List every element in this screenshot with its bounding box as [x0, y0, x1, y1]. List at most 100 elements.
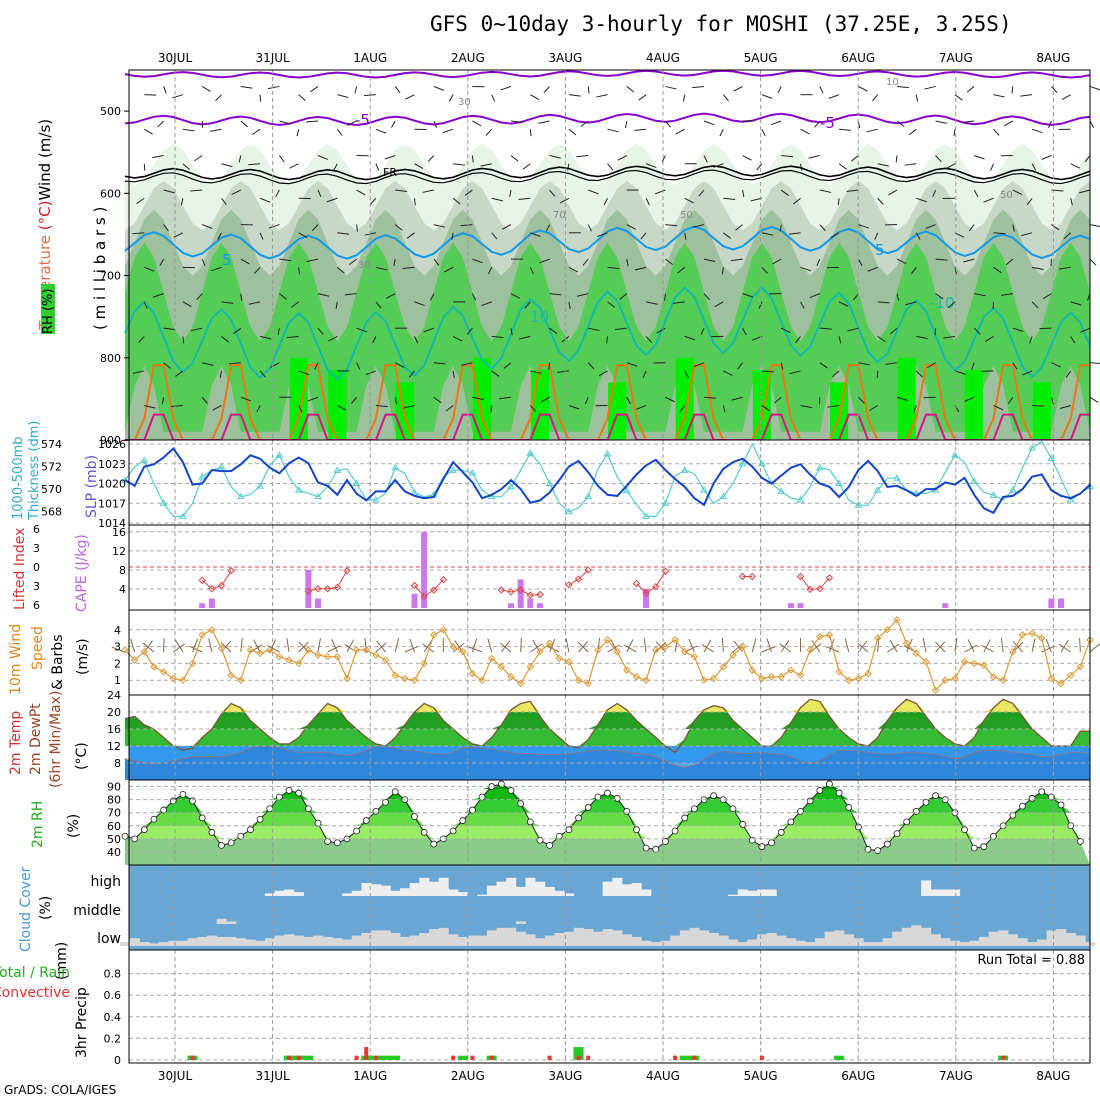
li-axis-label: Lifted Index [12, 528, 28, 610]
wind-barb [491, 370, 500, 377]
wind-barb [1012, 641, 1023, 653]
cloud-bar-low [216, 936, 227, 946]
wind-barb [779, 224, 782, 232]
wind-barb [375, 163, 380, 171]
li-line [414, 579, 444, 598]
cloud-bar-high [274, 890, 285, 896]
rh-marker [893, 830, 901, 838]
wind-barb [209, 128, 222, 132]
wind-axis-label-2: Speed [30, 626, 46, 670]
wind-barb [838, 301, 849, 307]
wind-barb [394, 362, 405, 368]
cloud-bar-low [776, 935, 787, 946]
wind-barb [742, 293, 754, 298]
wind-speed-marker [835, 668, 843, 676]
wind-barb [954, 232, 965, 238]
wind-barb [896, 120, 905, 127]
wind-barb [800, 404, 813, 409]
wind-barb [626, 86, 635, 93]
wind-speed-marker [931, 686, 940, 695]
wind-speed-marker [430, 631, 438, 639]
wind-barb [248, 163, 261, 166]
wind-barb [761, 232, 774, 236]
slp-tick-label: 1020 [98, 478, 126, 491]
wind-barb [684, 335, 696, 341]
wind-barb [675, 128, 685, 135]
slp-axis-label: SLP (mb) [84, 455, 100, 518]
wind-barb [152, 155, 164, 159]
wind-barb [954, 370, 966, 375]
wind-barb [240, 396, 252, 402]
wind-barb [408, 370, 415, 378]
wind-barb [839, 128, 851, 131]
li-tick-label: 6 [33, 599, 40, 612]
precip-conv-bar [673, 1055, 678, 1060]
wind-barb [136, 197, 145, 205]
wind-barb [896, 85, 909, 89]
rh-marker [497, 780, 505, 788]
cloud-bar-low [834, 930, 845, 946]
cloud-bar-low [766, 933, 777, 946]
wind-barb [645, 198, 650, 206]
wind-barb [766, 638, 773, 653]
rh-marker [961, 826, 968, 834]
cloud-bar-high [766, 889, 777, 896]
wind-speed-marker [951, 674, 959, 683]
wind-speed-marker [661, 642, 670, 651]
wind-barb [889, 327, 898, 335]
wind-barb [953, 129, 956, 137]
wind-barb [466, 327, 473, 335]
wind-barb [306, 258, 319, 262]
wind-barb [857, 642, 869, 653]
ytick-label: 0.4 [104, 1011, 122, 1024]
wind-barb [510, 120, 523, 123]
wind-barb [607, 644, 620, 653]
pressure-axis-label: ( m i l l i b a r s ) [91, 207, 109, 330]
wind-barb [326, 197, 338, 203]
wind-barb [231, 189, 242, 195]
ytick-label: 700 [100, 270, 121, 283]
rh-marker [546, 841, 553, 849]
cloud-bar-low [621, 934, 633, 946]
wind-barb [867, 266, 878, 272]
wind-barb [464, 189, 473, 196]
slp-marker [449, 466, 457, 473]
rh-marker [372, 807, 380, 815]
wind-speed-marker [381, 656, 390, 664]
rh-marker [662, 838, 669, 845]
date-label-bottom: 3AUG [548, 1069, 582, 1083]
date-label-bottom: 4AUG [646, 1069, 680, 1083]
wind-barb [363, 94, 376, 97]
wind-barb [1070, 163, 1081, 169]
rh-marker [285, 787, 293, 794]
wind-barb [677, 266, 686, 274]
rh-marker [874, 847, 882, 855]
wind-barb [1058, 266, 1071, 270]
li-line [201, 570, 232, 590]
rh-marker [912, 807, 920, 815]
wind-barb [356, 362, 361, 370]
rh-marker [362, 817, 370, 824]
wind-barb [913, 405, 917, 413]
cape-bar [199, 603, 206, 608]
cloud-bar-low [602, 929, 613, 946]
wind-speed-marker [970, 659, 978, 668]
wind-barb [500, 640, 511, 653]
rh-marker [430, 840, 438, 848]
wind-barb [402, 266, 415, 270]
wind-barb [433, 120, 438, 128]
rh-marker [160, 806, 168, 814]
wind-barb [643, 638, 647, 653]
rh-marker [266, 805, 274, 813]
wind-barb [369, 197, 377, 205]
wind-speed-marker [401, 674, 409, 683]
precip-conv-bar [759, 1055, 764, 1060]
slp-marker [314, 492, 322, 500]
rh-marker [739, 821, 746, 828]
cloud-bar-high [535, 881, 546, 896]
wind-barb [130, 638, 136, 653]
ytick-label: 50 [107, 833, 121, 846]
cloud-bar-high [486, 885, 497, 896]
wind-speed-marker [999, 676, 1007, 684]
li-marker [748, 572, 756, 581]
